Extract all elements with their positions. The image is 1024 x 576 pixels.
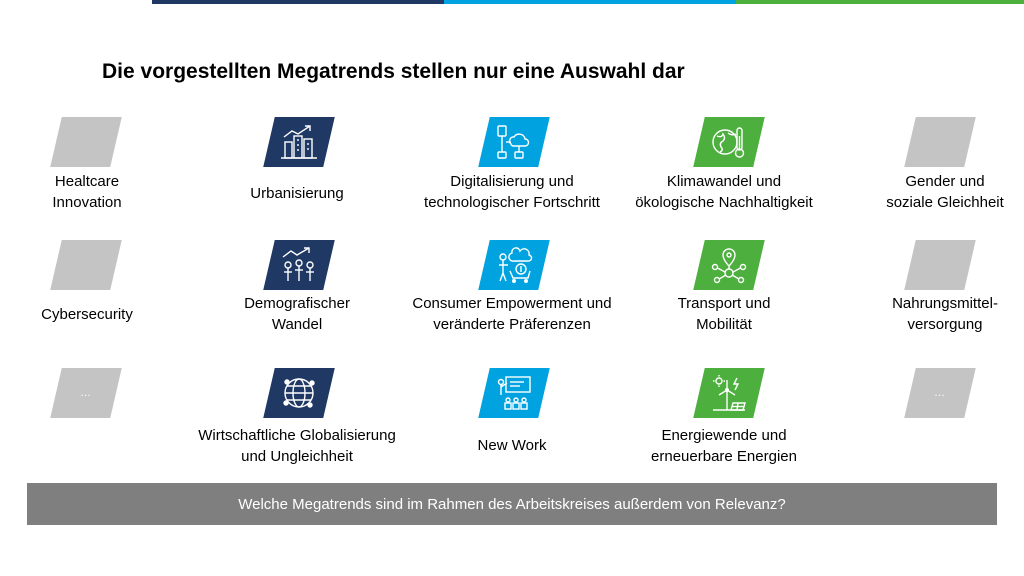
megatrend-tile-energiewende xyxy=(693,368,765,418)
megatrend-label: Cybersecurity xyxy=(41,306,133,323)
globe-thermometer-icon xyxy=(712,127,745,158)
megatrend-label: Urbanisierung xyxy=(250,185,344,202)
megatrend-label: Consumer Empowerment und veränderte Präf… xyxy=(412,295,612,333)
megatrend-tile-nahrung xyxy=(904,240,976,290)
megatrend-label: Nahrungsmittel- versorgung xyxy=(892,295,998,333)
ellipsis-icon: … xyxy=(80,387,92,399)
presentation-team-icon xyxy=(497,376,531,410)
location-network-icon xyxy=(711,248,747,284)
megatrend-tile-demografie xyxy=(263,240,335,290)
megatrend-label: Transport und Mobilität xyxy=(677,295,771,333)
megatrend-tile-more: … xyxy=(50,368,122,418)
cloud-devices-icon xyxy=(497,125,530,159)
population-growth-icon xyxy=(282,247,314,281)
megatrend-tile-more: … xyxy=(904,368,976,418)
slide-title: Die vorgestellten Megatrends stellen nur… xyxy=(102,60,685,83)
megatrend-label: Digitalisierung und technologischer Fort… xyxy=(424,173,600,211)
megatrend-label: Demografischer Wandel xyxy=(244,295,350,333)
megatrend-label: Wirtschaftliche Globalisierung und Ungle… xyxy=(198,427,396,465)
megatrend-tile-globalisierung xyxy=(263,368,335,418)
megatrend-label: Klimawandel und ökologische Nachhaltigke… xyxy=(635,173,813,211)
megatrend-tile-cybersecurity xyxy=(50,240,122,290)
top-bar-green xyxy=(736,0,1024,4)
megatrend-label: Healtcare Innovation xyxy=(52,173,122,211)
megatrend-tile-urbanisierung xyxy=(263,117,335,167)
globe-network-icon xyxy=(283,378,315,408)
top-bar-blue xyxy=(444,0,736,4)
megatrend-tile-gender xyxy=(904,117,976,167)
city-growth-icon xyxy=(281,125,317,159)
renewable-energy-icon xyxy=(713,375,746,411)
consumer-cart-icon xyxy=(499,247,533,284)
megatrend-label: Gender und soziale Gleichheit xyxy=(886,173,1004,211)
megatrend-label: New Work xyxy=(477,437,547,454)
megatrend-tile-healthcare xyxy=(50,117,122,167)
megatrend-tile-klimawandel xyxy=(693,117,765,167)
question-banner: Welche Megatrends sind im Rahmen des Arb… xyxy=(27,483,997,525)
megatrend-tile-digitalisierung xyxy=(478,117,550,167)
megatrend-tile-consumer xyxy=(478,240,550,290)
megatrend-label: Energiewende und erneuerbare Energien xyxy=(651,427,797,465)
megatrend-tile-transport xyxy=(693,240,765,290)
megatrend-tile-new-work xyxy=(478,368,550,418)
ellipsis-icon: … xyxy=(934,387,946,399)
top-bar-navy xyxy=(152,0,444,4)
